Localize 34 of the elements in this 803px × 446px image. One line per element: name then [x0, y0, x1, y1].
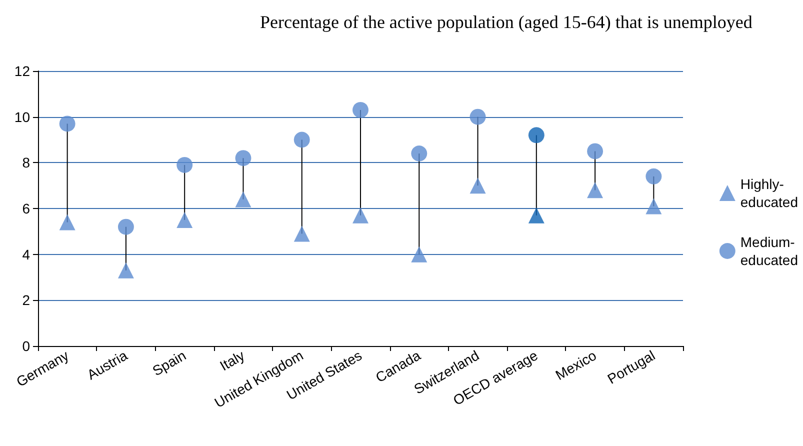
point: [528, 207, 544, 224]
point: [235, 150, 252, 166]
point: [646, 168, 662, 184]
y-tick-label: 2: [22, 292, 30, 308]
point: [235, 191, 252, 208]
point: [470, 108, 486, 125]
point: [646, 198, 662, 214]
point: [411, 146, 428, 162]
point: [352, 102, 368, 118]
y-tick-label: 0: [22, 338, 30, 354]
point: [176, 212, 193, 228]
point: [118, 218, 134, 235]
point: [176, 156, 193, 173]
point: [294, 226, 310, 242]
point: [528, 127, 544, 144]
y-tick-label: 12: [14, 63, 30, 79]
legend-label: Highly-educated: [740, 176, 798, 210]
point: [294, 132, 310, 148]
point: [352, 207, 368, 224]
legend-label: Medium-educated: [740, 234, 798, 268]
y-tick-label: 8: [22, 154, 30, 171]
point: [59, 116, 76, 132]
point: [587, 143, 604, 160]
y-tick-label: 10: [14, 108, 30, 125]
point: [411, 246, 428, 262]
point: [118, 262, 134, 278]
y-tick-label: 4: [22, 246, 30, 262]
x-tick-label: Italy: [217, 347, 248, 374]
point: [470, 178, 486, 194]
chart-title: Percentage of the active population (aged 15-64) that is unemployed: [260, 12, 752, 32]
x-tick-label: Spain: [150, 347, 189, 379]
point: [59, 214, 76, 230]
point: [587, 182, 604, 198]
y-tick-label: 6: [22, 200, 30, 216]
